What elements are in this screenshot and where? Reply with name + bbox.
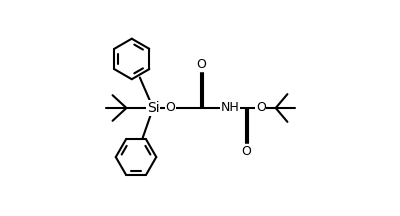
Text: O: O [256, 102, 266, 114]
Text: O: O [196, 58, 206, 71]
Text: O: O [241, 145, 251, 158]
Text: NH: NH [220, 102, 239, 114]
Text: Si: Si [147, 101, 160, 115]
Text: O: O [165, 102, 175, 114]
